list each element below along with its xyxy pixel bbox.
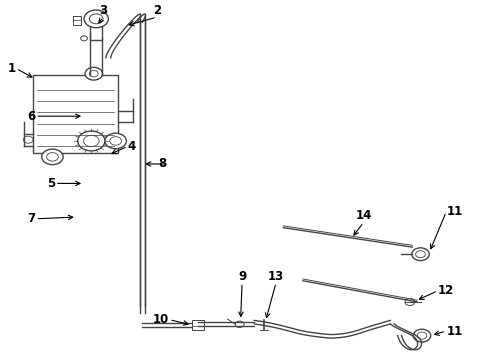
Circle shape [89, 14, 103, 24]
Text: 8: 8 [158, 157, 166, 170]
Text: 7: 7 [27, 212, 35, 225]
Circle shape [83, 135, 99, 147]
Circle shape [81, 36, 87, 41]
Text: 5: 5 [46, 177, 55, 190]
Text: 9: 9 [238, 270, 245, 283]
Circle shape [105, 133, 126, 149]
Circle shape [89, 71, 98, 77]
Text: 11: 11 [446, 205, 462, 218]
Text: 2: 2 [153, 4, 161, 17]
Text: 13: 13 [267, 270, 284, 283]
FancyBboxPatch shape [90, 26, 102, 40]
Text: 10: 10 [153, 313, 169, 326]
Circle shape [411, 248, 428, 261]
Text: 4: 4 [127, 140, 136, 153]
Circle shape [235, 321, 244, 328]
Text: 6: 6 [27, 110, 35, 123]
Circle shape [41, 149, 63, 165]
Text: 1: 1 [8, 62, 16, 75]
Text: 11: 11 [446, 324, 462, 338]
Circle shape [46, 153, 58, 161]
FancyBboxPatch shape [33, 76, 118, 153]
FancyBboxPatch shape [192, 320, 203, 330]
Text: 12: 12 [437, 284, 453, 297]
Circle shape [416, 332, 426, 339]
Text: 14: 14 [355, 210, 371, 222]
FancyBboxPatch shape [73, 16, 81, 25]
Circle shape [23, 136, 33, 143]
Circle shape [84, 10, 108, 28]
Circle shape [415, 251, 425, 258]
Text: 3: 3 [99, 4, 107, 17]
Circle shape [412, 329, 430, 342]
Circle shape [404, 298, 414, 306]
Circle shape [85, 67, 102, 80]
Circle shape [78, 131, 105, 151]
Circle shape [110, 137, 121, 145]
